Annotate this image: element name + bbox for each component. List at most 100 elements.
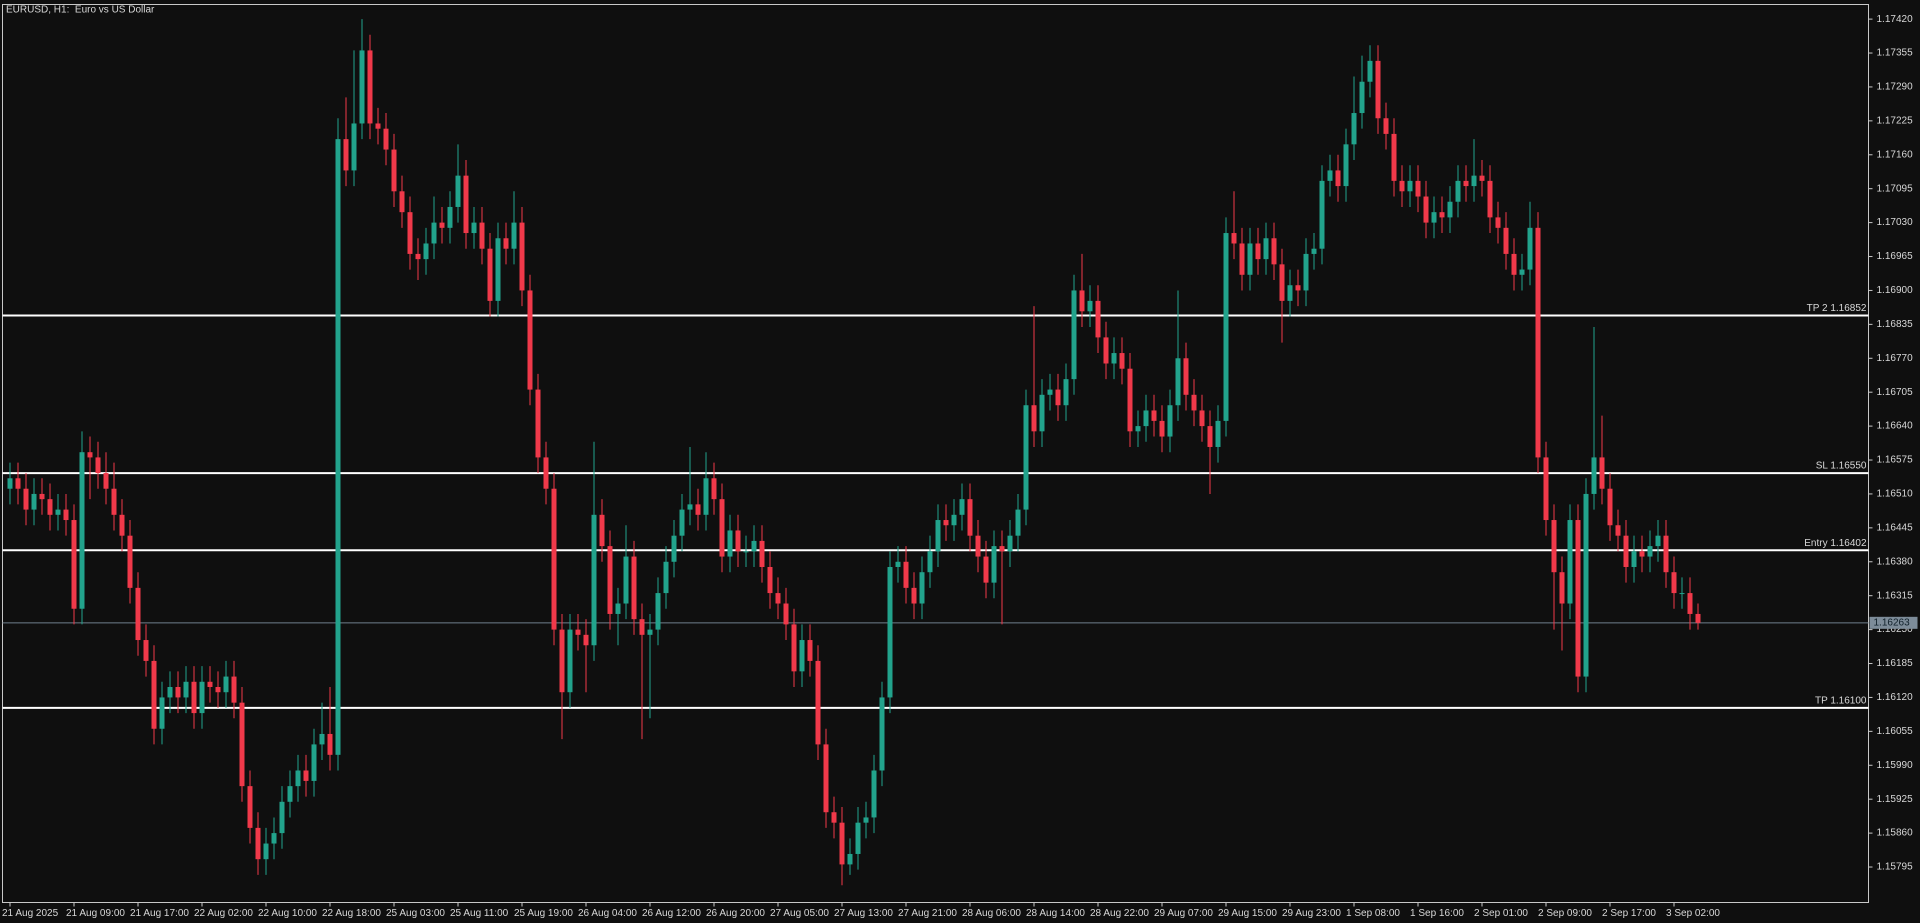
candle-body	[1199, 410, 1205, 427]
candle-body	[1447, 201, 1453, 218]
y-tick-label: 1.16315	[1877, 590, 1914, 601]
candle-body	[1359, 81, 1365, 114]
candle-body	[255, 827, 261, 860]
candle-body	[967, 499, 973, 536]
candle-body	[559, 629, 565, 693]
y-tick-label: 1.16445	[1877, 522, 1914, 533]
candle-body	[1407, 180, 1413, 192]
candle-body	[535, 389, 541, 458]
y-tick-label: 1.16705	[1877, 387, 1914, 398]
candle-body	[879, 697, 885, 771]
y-tick-label: 1.16055	[1877, 726, 1914, 737]
candle-body	[79, 452, 85, 609]
candle-body	[1495, 217, 1501, 228]
candle-body	[1103, 337, 1109, 364]
y-tick-label: 1.16575	[1877, 455, 1914, 466]
candle-body	[463, 175, 469, 234]
candle-body	[1143, 410, 1149, 427]
level-label: SL 1.16550	[1816, 461, 1867, 472]
candle-body	[1671, 572, 1677, 594]
candle-body	[527, 290, 533, 390]
x-tick-label: 21 Aug 2025	[2, 908, 59, 919]
candle-body	[519, 222, 525, 291]
candle-body	[919, 572, 925, 604]
candle-body	[647, 629, 653, 635]
candle-body	[1695, 613, 1701, 623]
candle-body	[1655, 535, 1661, 547]
candle-body	[391, 149, 397, 192]
candle-body	[1527, 227, 1533, 270]
candle-body	[695, 504, 701, 515]
candle-body	[399, 191, 405, 213]
candle-body	[719, 499, 725, 557]
y-tick-label: 1.16120	[1877, 692, 1914, 703]
x-tick-label: 27 Aug 21:00	[898, 908, 957, 919]
candle-body	[407, 212, 413, 254]
candle-body	[1239, 243, 1245, 275]
y-tick-label: 1.16770	[1877, 353, 1914, 364]
candle-body	[1071, 290, 1077, 380]
candle-body	[71, 520, 77, 609]
candle-body	[1095, 300, 1101, 338]
candle-body	[95, 457, 101, 474]
candle-body	[943, 520, 949, 526]
candle-body	[591, 514, 597, 646]
candle-body	[431, 222, 437, 244]
candle-body	[799, 640, 805, 672]
y-tick-label: 1.17225	[1877, 115, 1914, 126]
candle-body	[23, 488, 29, 510]
candle-body	[863, 817, 869, 823]
candle-body	[1487, 180, 1493, 218]
candle-body	[599, 514, 605, 547]
candle-body	[159, 697, 165, 729]
candle-body	[31, 493, 37, 510]
x-tick-label: 28 Aug 14:00	[1026, 908, 1085, 919]
candle-body	[1079, 290, 1085, 312]
candle-body	[1055, 389, 1061, 406]
x-tick-label: 1 Sep 16:00	[1410, 908, 1464, 919]
candle-body	[1119, 353, 1125, 369]
candle-body	[295, 770, 301, 787]
x-tick-label: 21 Aug 09:00	[66, 908, 125, 919]
candle-body	[143, 640, 149, 661]
candle-body	[1183, 358, 1189, 395]
candle-body	[15, 478, 21, 489]
candle-body	[1215, 420, 1221, 447]
candle-body	[1279, 264, 1285, 301]
level-label: TP 2 1.16852	[1807, 303, 1867, 314]
y-tick-label: 1.15860	[1877, 828, 1914, 839]
candle-body	[335, 139, 341, 755]
candle-body	[455, 175, 461, 207]
candle-body	[759, 540, 765, 567]
candle-body	[343, 139, 349, 171]
candle-body	[791, 624, 797, 672]
candle-body	[1551, 520, 1557, 573]
candle-body	[1287, 285, 1293, 301]
last-price-label: 1.16263	[1874, 617, 1911, 628]
candle-body	[199, 681, 205, 714]
x-tick-label: 1 Sep 08:00	[1346, 908, 1400, 919]
x-tick-label: 26 Aug 20:00	[706, 908, 765, 919]
candle-body	[1559, 572, 1565, 604]
candle-body	[271, 833, 277, 844]
candle-body	[367, 50, 373, 124]
y-tick-label: 1.17160	[1877, 149, 1914, 160]
candle-body	[911, 587, 917, 604]
candle-body	[415, 253, 421, 260]
candle-body	[183, 681, 189, 698]
y-tick-label: 1.17290	[1877, 82, 1914, 93]
candle-body	[895, 561, 901, 567]
candle-body	[1231, 233, 1237, 244]
candle-body	[1463, 180, 1469, 187]
candle-body	[751, 540, 757, 552]
candle-body	[247, 786, 253, 828]
candle-body	[1575, 520, 1581, 677]
candle-body	[727, 530, 733, 557]
candle-body	[639, 619, 645, 635]
candle-body	[1455, 180, 1461, 202]
candle-body	[223, 676, 229, 693]
candle-body	[991, 546, 997, 583]
candle-body	[503, 238, 509, 249]
